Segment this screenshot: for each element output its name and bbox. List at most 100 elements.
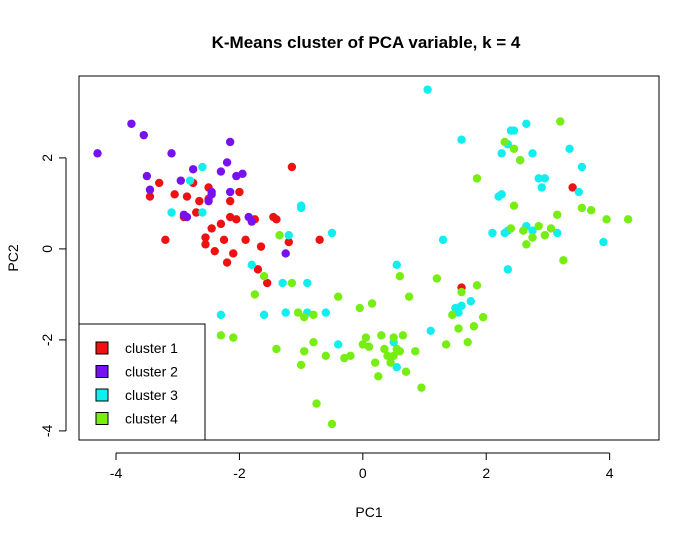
point-cluster-4 bbox=[577, 203, 587, 213]
point-cluster-1 bbox=[155, 178, 164, 188]
x-tick-label: 0 bbox=[359, 465, 367, 481]
point-cluster-4 bbox=[417, 383, 426, 392]
point-cluster-1 bbox=[225, 196, 235, 206]
point-cluster-4 bbox=[272, 344, 281, 354]
y-axis: -4 -2 0 2 bbox=[39, 154, 67, 437]
point-cluster-1 bbox=[182, 192, 192, 201]
point-cluster-4 bbox=[559, 256, 568, 265]
point-cluster-3 bbox=[284, 231, 293, 240]
point-cluster-4 bbox=[509, 144, 519, 153]
x-axis-label: PC1 bbox=[355, 504, 382, 520]
point-cluster-3 bbox=[167, 208, 176, 217]
point-cluster-3 bbox=[198, 162, 207, 172]
point-cluster-4 bbox=[309, 310, 318, 320]
point-cluster-4 bbox=[383, 351, 392, 361]
x-tick-label: -2 bbox=[233, 465, 246, 481]
point-cluster-4 bbox=[374, 372, 383, 381]
legend-label: cluster 1 bbox=[125, 340, 178, 356]
point-cluster-2 bbox=[281, 249, 290, 258]
point-cluster-2 bbox=[93, 149, 102, 158]
point-cluster-1 bbox=[222, 258, 232, 267]
point-cluster-3 bbox=[457, 301, 466, 310]
point-cluster-3 bbox=[503, 265, 513, 274]
point-cluster-4 bbox=[395, 347, 405, 356]
point-cluster-4 bbox=[552, 210, 562, 219]
point-cluster-1 bbox=[284, 237, 293, 247]
point-cluster-4 bbox=[411, 347, 420, 356]
point-cluster-4 bbox=[522, 240, 531, 249]
y-tick-label: -2 bbox=[39, 333, 55, 346]
point-cluster-4 bbox=[398, 331, 408, 340]
point-cluster-1 bbox=[262, 278, 272, 288]
y-tick-label: 0 bbox=[39, 245, 55, 253]
point-cluster-4 bbox=[216, 331, 226, 340]
point-cluster-4 bbox=[312, 399, 321, 408]
point-cluster-2 bbox=[188, 165, 198, 174]
point-cluster-4 bbox=[432, 274, 442, 283]
point-cluster-4 bbox=[287, 278, 297, 288]
point-cluster-2 bbox=[238, 169, 247, 179]
point-cluster-4 bbox=[623, 215, 633, 224]
y-tick-label: 2 bbox=[39, 154, 55, 162]
point-cluster-1 bbox=[201, 233, 210, 242]
legend-swatch bbox=[95, 388, 109, 402]
point-cluster-3 bbox=[303, 278, 312, 288]
point-cluster-3 bbox=[426, 326, 435, 335]
point-cluster-3 bbox=[198, 208, 207, 217]
point-cluster-3 bbox=[185, 176, 195, 185]
point-cluster-4 bbox=[300, 347, 309, 356]
point-cluster-4 bbox=[389, 333, 398, 342]
point-cluster-4 bbox=[540, 231, 550, 240]
legend-label: cluster 2 bbox=[125, 364, 178, 380]
point-cluster-4 bbox=[300, 312, 309, 322]
point-cluster-1 bbox=[207, 224, 216, 233]
point-cluster-2 bbox=[127, 119, 136, 128]
legend-label: cluster 4 bbox=[125, 411, 178, 427]
point-cluster-1 bbox=[192, 208, 201, 217]
point-cluster-4 bbox=[546, 224, 556, 233]
point-cluster-2 bbox=[216, 167, 226, 176]
point-cluster-3 bbox=[392, 260, 401, 270]
point-cluster-3 bbox=[537, 183, 546, 192]
point-cluster-1 bbox=[219, 235, 229, 244]
point-cluster-1 bbox=[201, 240, 210, 249]
point-cluster-4 bbox=[250, 290, 260, 299]
point-cluster-4 bbox=[229, 333, 238, 342]
point-cluster-1 bbox=[235, 187, 244, 197]
point-cluster-1 bbox=[272, 215, 281, 224]
point-cluster-1 bbox=[210, 246, 219, 256]
point-cluster-3 bbox=[278, 278, 287, 288]
point-cluster-3 bbox=[216, 310, 226, 320]
point-cluster-3 bbox=[296, 201, 306, 210]
point-cluster-1 bbox=[170, 190, 179, 199]
point-cluster-1 bbox=[216, 219, 226, 229]
plot-area bbox=[78, 75, 660, 441]
point-cluster-3 bbox=[466, 297, 476, 306]
point-cluster-1 bbox=[287, 162, 297, 172]
point-cluster-2 bbox=[247, 217, 256, 226]
x-tick-label: 4 bbox=[606, 465, 614, 481]
point-cluster-4 bbox=[259, 272, 269, 281]
point-cluster-1 bbox=[145, 192, 155, 201]
point-cluster-4 bbox=[478, 312, 488, 322]
point-cluster-1 bbox=[195, 196, 204, 206]
legend-swatch bbox=[95, 341, 109, 355]
point-cluster-4 bbox=[404, 292, 414, 301]
point-cluster-2 bbox=[176, 176, 186, 185]
point-cluster-2 bbox=[222, 158, 232, 167]
point-cluster-1 bbox=[229, 249, 238, 258]
point-cluster-4 bbox=[506, 224, 516, 233]
point-cluster-4 bbox=[275, 231, 284, 240]
point-cluster-4 bbox=[534, 221, 543, 231]
point-cluster-4 bbox=[386, 358, 395, 367]
point-cluster-1 bbox=[241, 235, 250, 244]
point-cluster-4 bbox=[519, 226, 528, 235]
point-cluster-3 bbox=[497, 190, 506, 199]
point-cluster-4 bbox=[472, 281, 482, 290]
y-tick-label: -4 bbox=[39, 424, 55, 437]
x-axis: -4 -2 0 2 4 bbox=[110, 452, 614, 481]
point-cluster-4 bbox=[309, 337, 318, 347]
point-cluster-3 bbox=[565, 144, 574, 153]
point-cluster-3 bbox=[522, 119, 531, 128]
point-cluster-4 bbox=[602, 215, 611, 224]
